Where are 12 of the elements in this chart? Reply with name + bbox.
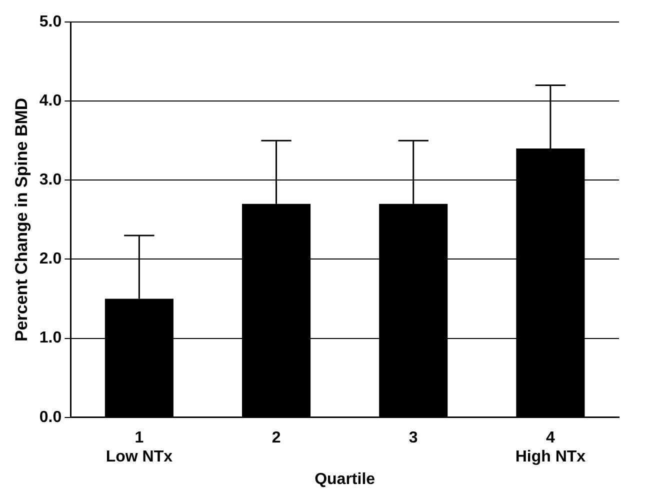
x-tick-label: 4 High NTx [515, 429, 586, 466]
x-axis-title: Quartile [314, 470, 376, 488]
y-tick-label: 0.0 [39, 408, 62, 426]
x-tick-label: 2 [272, 429, 281, 446]
y-tick-label: 4.0 [39, 92, 62, 110]
y-tick-label: 1.0 [39, 330, 62, 347]
y-tick-label: 3.0 [39, 172, 62, 189]
y-axis-title: Percent Change in Spine BMD [12, 98, 31, 342]
y-tick-label: 5.0 [39, 13, 62, 30]
y-tick-label: 2.0 [39, 250, 62, 268]
x-tick-label: 3 [408, 429, 418, 446]
x-tick-label: 1 Low NTx [106, 429, 173, 466]
